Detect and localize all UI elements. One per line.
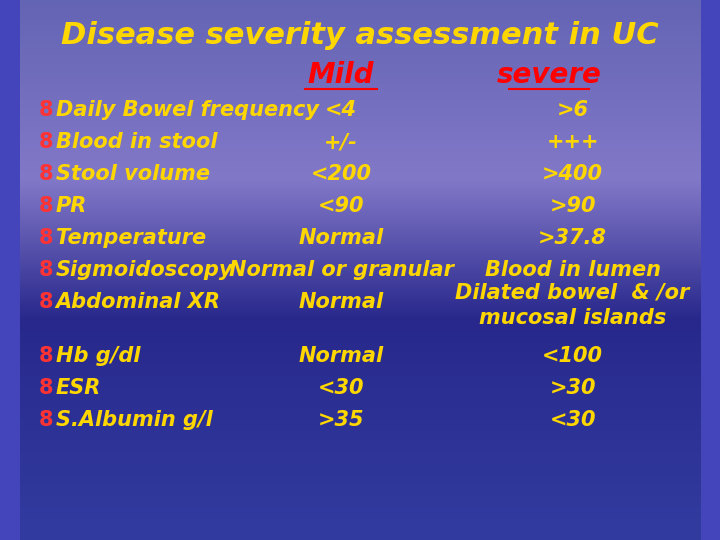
Text: Disease severity assessment in UC: Disease severity assessment in UC	[61, 21, 659, 50]
Text: Blood in lumen: Blood in lumen	[485, 260, 661, 280]
Text: S.Albumin g/l: S.Albumin g/l	[55, 410, 212, 430]
Text: 8: 8	[39, 378, 53, 398]
Text: Abdominal XR: Abdominal XR	[55, 292, 221, 312]
Text: Normal: Normal	[299, 346, 384, 366]
Text: 8: 8	[39, 196, 53, 216]
Text: Normal: Normal	[299, 228, 384, 248]
Text: <30: <30	[549, 410, 596, 430]
Text: Normal or granular: Normal or granular	[229, 260, 454, 280]
Text: Daily Bowel frequency: Daily Bowel frequency	[55, 100, 319, 120]
Text: <100: <100	[542, 346, 603, 366]
Text: Hb g/dl: Hb g/dl	[55, 346, 140, 366]
Text: Dilated bowel  & /or: Dilated bowel & /or	[456, 283, 690, 303]
Text: +/-: +/-	[324, 132, 358, 152]
Text: 8: 8	[39, 132, 53, 152]
Text: 8: 8	[39, 164, 53, 184]
Text: >37.8: >37.8	[538, 228, 607, 248]
Text: >6: >6	[557, 100, 589, 120]
Text: ESR: ESR	[55, 378, 101, 398]
Text: >30: >30	[549, 378, 596, 398]
Text: Mild: Mild	[308, 61, 374, 89]
Text: >400: >400	[542, 164, 603, 184]
Text: Normal: Normal	[299, 292, 384, 312]
Text: <90: <90	[318, 196, 364, 216]
Text: severe: severe	[497, 61, 601, 89]
Text: >90: >90	[549, 196, 596, 216]
Text: 8: 8	[39, 260, 53, 280]
Text: Temperature: Temperature	[55, 228, 206, 248]
Text: 8: 8	[39, 228, 53, 248]
Text: Stool volume: Stool volume	[55, 164, 210, 184]
Text: mucosal islands: mucosal islands	[479, 308, 666, 328]
Text: PR: PR	[55, 196, 87, 216]
Text: +++: +++	[546, 132, 599, 152]
Text: >35: >35	[318, 410, 364, 430]
Text: <200: <200	[310, 164, 372, 184]
Text: 8: 8	[39, 346, 53, 366]
Text: <4: <4	[325, 100, 357, 120]
Text: 8: 8	[39, 100, 53, 120]
Text: 8: 8	[39, 292, 53, 312]
Text: Blood in stool: Blood in stool	[55, 132, 217, 152]
Text: 8: 8	[39, 410, 53, 430]
Text: <30: <30	[318, 378, 364, 398]
Text: Sigmoidoscopy: Sigmoidoscopy	[55, 260, 233, 280]
